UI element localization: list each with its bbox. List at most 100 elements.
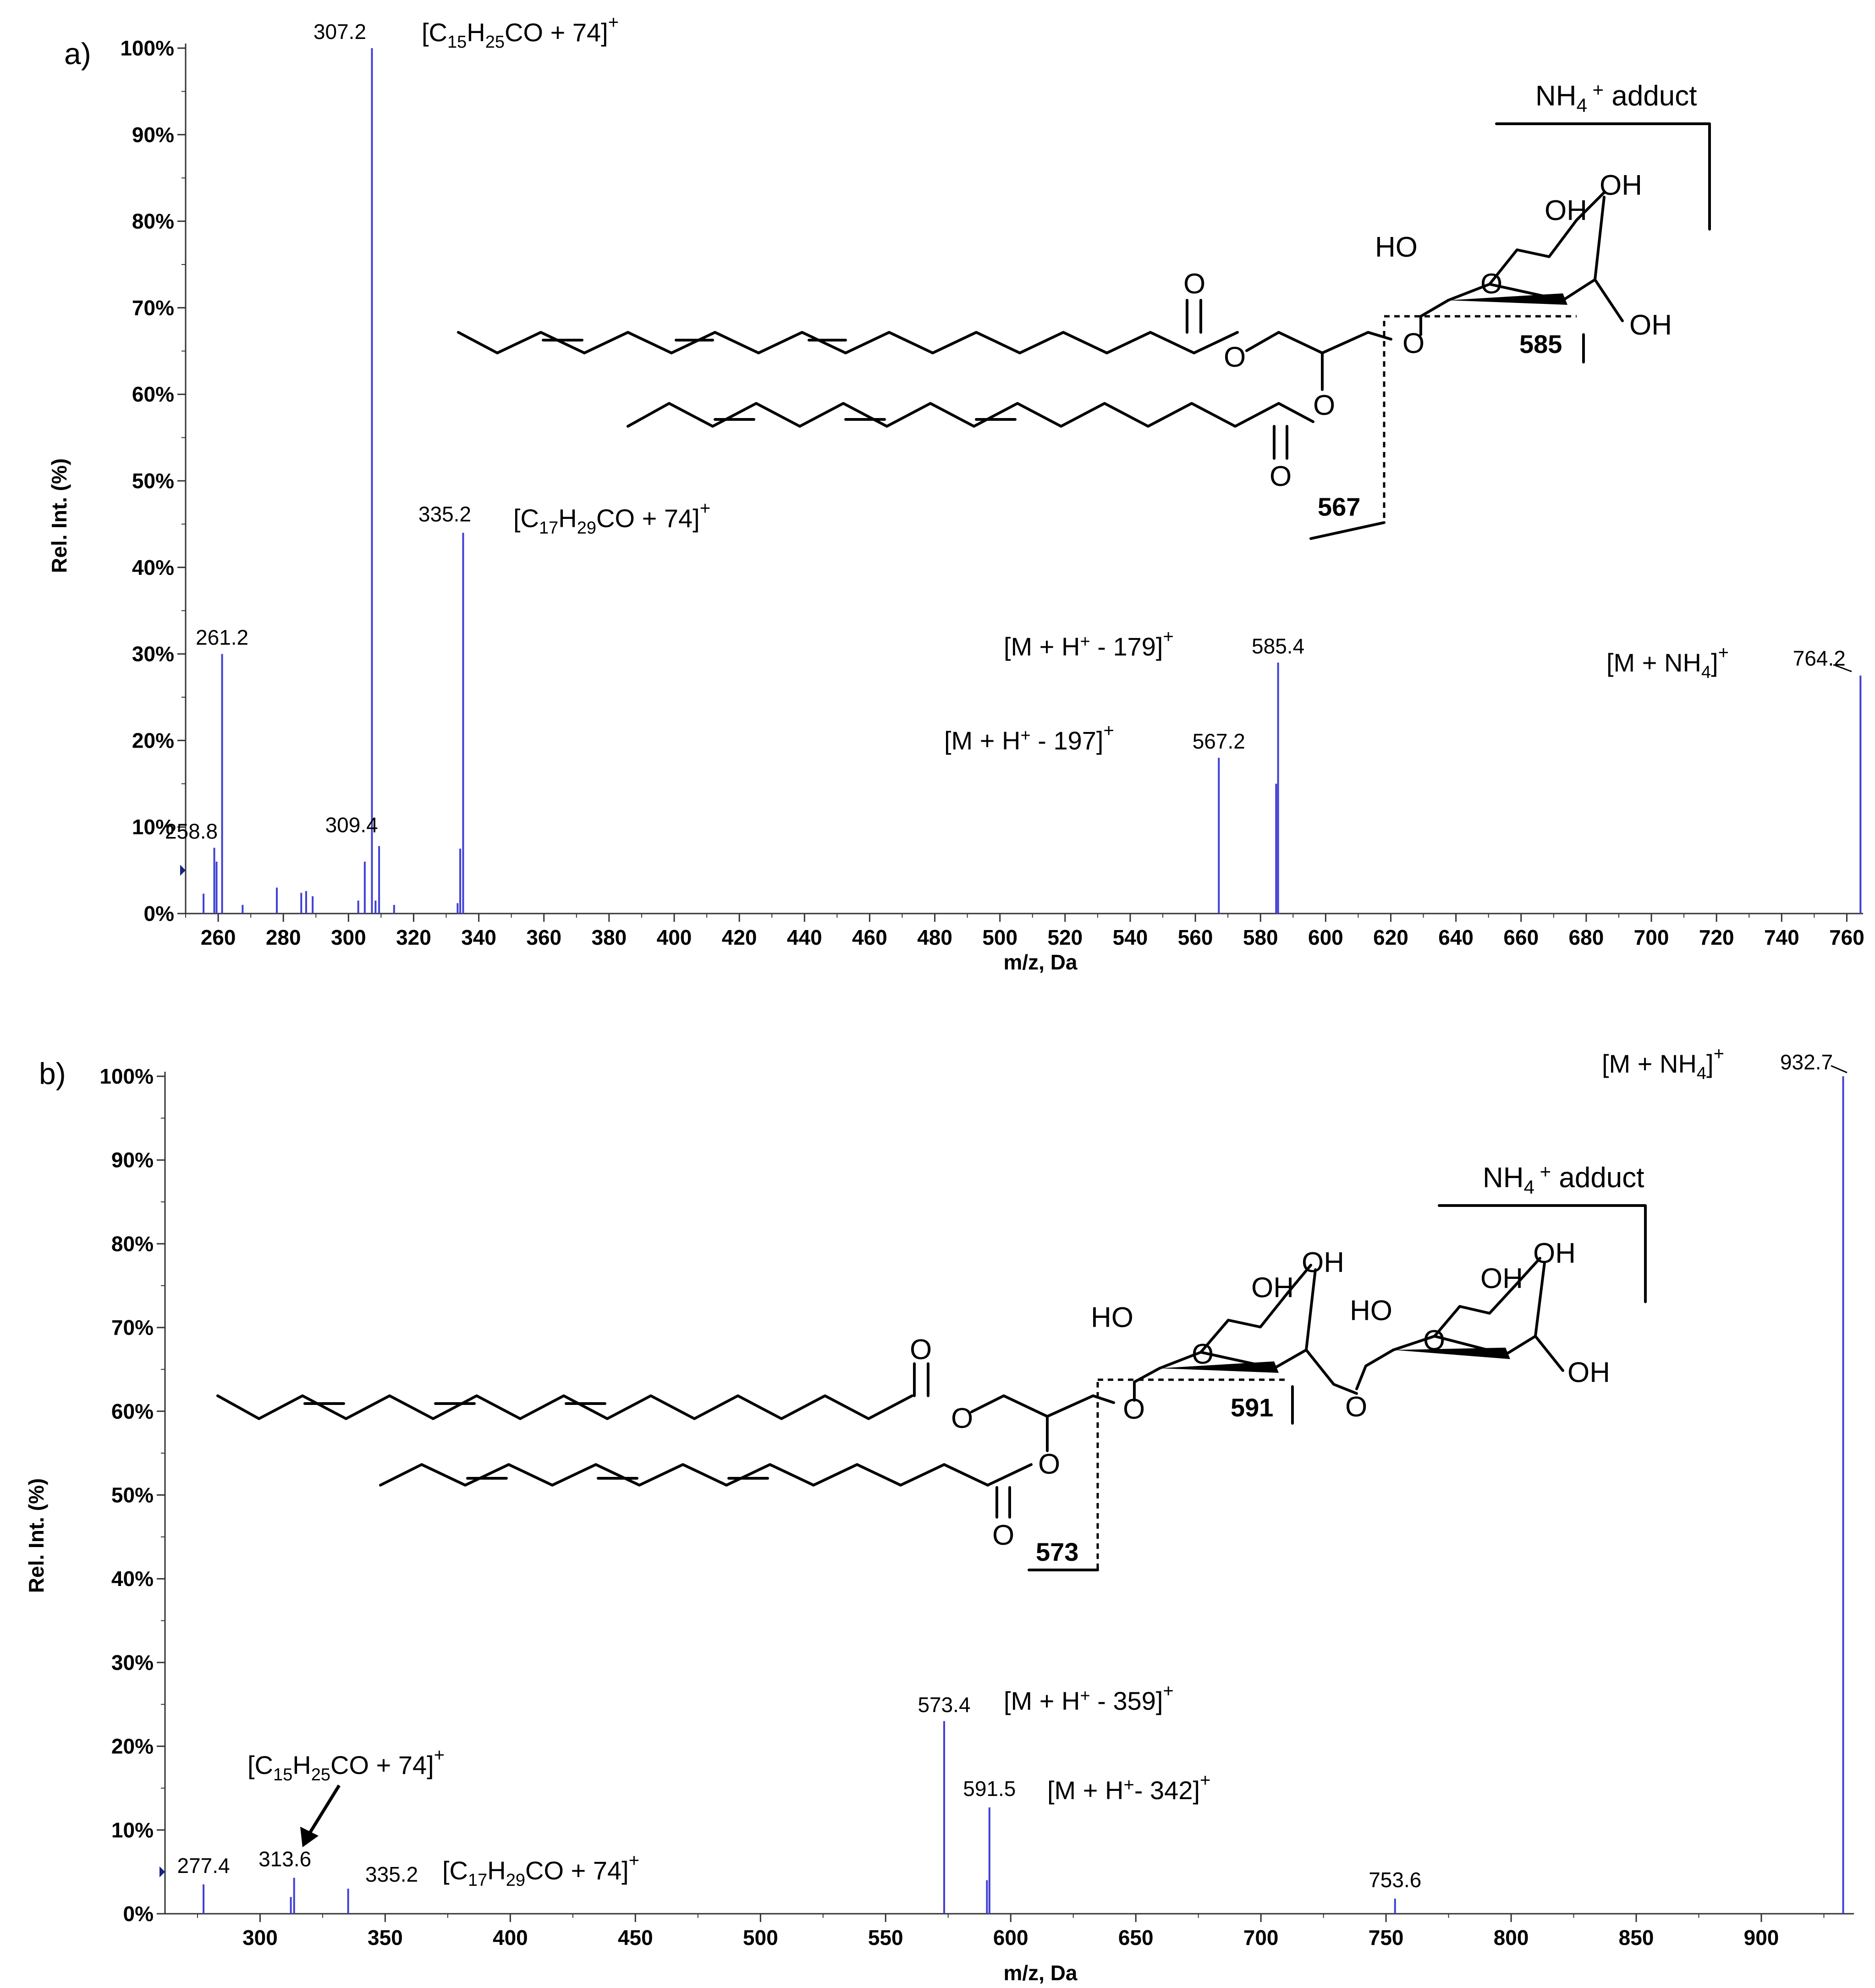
ion-label-573: [M + H+ - 359]+ (1004, 1681, 1174, 1715)
fragment-label-573: 573 (1036, 1537, 1078, 1566)
panel-b-structure: NH4 + adduct O O O O O (216, 1161, 1647, 1571)
atom-label: HO (1375, 231, 1418, 263)
x-tick-label: 440 (787, 925, 822, 949)
adduct-bracket-a (1495, 122, 1711, 231)
x-tick-label: 340 (461, 925, 496, 949)
peak-label: 573.4 (918, 1693, 970, 1717)
x-tick-label: 500 (982, 925, 1017, 949)
wedge-bond (1448, 293, 1567, 305)
y-tick-label: 20% (111, 1735, 154, 1758)
x-tick-label: 600 (993, 1926, 1028, 1949)
y-tick-label: 30% (111, 1651, 154, 1674)
y-tick-label: 10% (132, 815, 174, 839)
y-tick-label: 90% (111, 1148, 154, 1172)
panel-a-ion-annotations: [C15H25CO + 74]+ [C17H29CO + 74]+ [M + H… (422, 12, 1852, 755)
wedge-bond (1160, 1361, 1279, 1373)
y-tick-label: 40% (132, 556, 174, 579)
adduct-label-b: NH4 + adduct (1483, 1161, 1644, 1198)
y-tick-label: 40% (111, 1567, 154, 1591)
y-tick-label: 60% (132, 382, 174, 406)
atom-label: O (1224, 341, 1246, 373)
x-tick-label: 400 (493, 1926, 528, 1949)
panel-a-peaks (203, 48, 1862, 914)
ion-label-764: [M + NH4]+ (1606, 643, 1729, 682)
ion-label-313: [C15H25CO + 74]+ (247, 1745, 445, 1784)
arrow-313 (307, 1784, 341, 1837)
peak-label: 258.8 (165, 820, 218, 843)
x-tick-label: 300 (242, 1926, 278, 1949)
axis-marker (159, 1866, 165, 1878)
sugar-ring-2 (1534, 1261, 1546, 1338)
peak-label: 335.2 (365, 1862, 418, 1886)
y-tick-label: 30% (132, 642, 174, 666)
atom-label: OH (1251, 1272, 1294, 1304)
x-tick-label: 900 (1744, 1926, 1779, 1949)
y-tick-label: 50% (132, 469, 174, 493)
sugar-ring (1594, 196, 1606, 281)
atom-label: O (1038, 1448, 1060, 1480)
atom-label: OH (1629, 309, 1672, 341)
y-tick-label: 60% (111, 1399, 154, 1423)
atom-label: O (1480, 268, 1502, 300)
x-tick-label: 680 (1569, 925, 1604, 949)
x-tick-label: 720 (1699, 925, 1734, 949)
y-tick-label: 20% (132, 728, 174, 752)
sugar-bond (1534, 1335, 1564, 1372)
panel-a: a) Rel. Int. (%) m/z, Da 0% 10% 20% 30% 40% 5… (47, 12, 1864, 974)
atom-label: O (910, 1334, 932, 1366)
leader-line-932 (1831, 1065, 1848, 1074)
x-tick-label: 380 (592, 925, 627, 949)
x-tick-label: 550 (868, 1926, 903, 1949)
y-tick-label: 100% (99, 1064, 154, 1088)
sugar-ring-1 (1273, 1349, 1308, 1370)
atom-label: O (951, 1403, 973, 1434)
x-tick-label: 300 (331, 925, 366, 949)
ion-label-335: [C17H29CO + 74]+ (513, 498, 710, 538)
wedge-bond (1393, 1348, 1510, 1359)
x-tick-label: 360 (526, 925, 561, 949)
panel-a-structure: NH4 + adduct O O O O O (457, 79, 1711, 540)
y-tick-label: 50% (111, 1483, 154, 1507)
x-tick-label: 600 (1308, 925, 1343, 949)
panel-b: b) Rel. Int. (%) m/z, Da 0% 10% 20% 30% 40% 5… (24, 1044, 1854, 1985)
x-tick-label: 260 (201, 925, 236, 949)
panel-b-axes: 0% 10% 20% 30% 40% 50% 60% 70% 80% 90% 100% 300 350 4… (99, 1064, 1854, 1949)
sugar-ring-1 (1305, 1268, 1317, 1351)
atom-label: O (1270, 461, 1292, 492)
x-tick-label: 320 (396, 925, 431, 949)
peak-label: 585.4 (1252, 634, 1304, 658)
ion-label-585: [M + H+ - 179]+ (1004, 627, 1174, 661)
ion-label-932: [M + NH4]+ (1602, 1044, 1724, 1083)
axis-marker (180, 865, 186, 876)
atom-label: OH (1533, 1238, 1576, 1269)
atom-label: O (1345, 1391, 1367, 1423)
panel-a-label: a) (64, 37, 91, 71)
peak-label: 277.4 (177, 1854, 230, 1878)
y-tick-label: 70% (111, 1316, 154, 1339)
y-tick-label: 70% (132, 296, 174, 319)
x-tick-label: 450 (618, 1926, 653, 1949)
peak-label: 335.2 (418, 502, 471, 526)
glycerol-backbone (1245, 331, 1392, 354)
atom-label: O (992, 1520, 1014, 1551)
arrow-head-313 (300, 1827, 319, 1847)
acyl-chain-2b (379, 1463, 1033, 1487)
atom-label: OH (1302, 1247, 1344, 1278)
glycerol-backbone-b (970, 1394, 1115, 1418)
sugar-bond (1594, 278, 1624, 322)
sugar-ring-2 (1355, 1257, 1541, 1390)
x-tick-label: 540 (1113, 925, 1148, 949)
panel-a-ylabel: Rel. Int. (%) (47, 458, 71, 573)
fragment-label-591: 591 (1231, 1393, 1273, 1422)
atom-label: O (1423, 1325, 1445, 1356)
x-tick-label: 520 (1047, 925, 1083, 949)
x-tick-label: 640 (1438, 925, 1474, 949)
peak-label: 591.5 (963, 1777, 1016, 1801)
atom-label: OH (1480, 1263, 1523, 1294)
panel-b-label: b) (39, 1057, 66, 1090)
y-tick-label: 0% (144, 902, 174, 925)
peak-label: 932.7 (1780, 1050, 1833, 1074)
y-tick-label: 100% (120, 36, 174, 60)
sugar-ring (1419, 191, 1606, 336)
